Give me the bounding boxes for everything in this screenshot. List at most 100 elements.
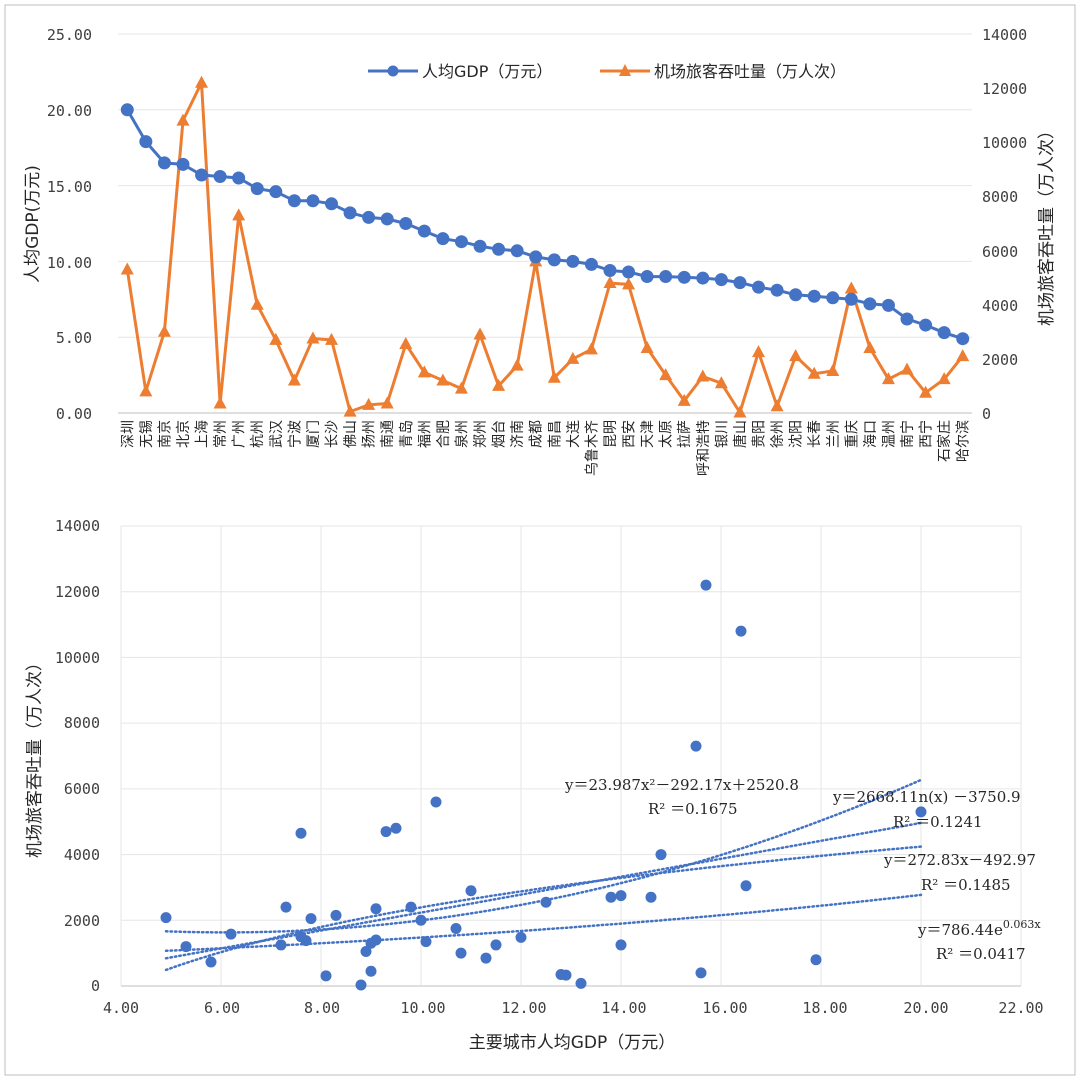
- scatter-point: [365, 937, 377, 949]
- category-label: 南宁: [899, 420, 916, 448]
- category-label: 长春: [807, 420, 823, 448]
- category-label: 南通: [380, 420, 396, 448]
- gdp-marker: [510, 244, 524, 258]
- airport-marker: [566, 351, 580, 364]
- airport-marker: [399, 336, 413, 349]
- poly-equation: y＝23.987x²－292.17x＋2520.8: [564, 776, 799, 794]
- category-label: 宁波: [286, 420, 303, 448]
- linear-r2: R² ＝0.1485: [921, 876, 1011, 894]
- bottom-x-axis-title: 主要城市人均GDP（万元）: [469, 1033, 676, 1053]
- category-label: 南昌: [547, 420, 563, 448]
- gdp-line: [126, 109, 964, 341]
- scatter-point: [370, 903, 382, 915]
- category-label: 合肥: [436, 420, 452, 448]
- airport-marker: [919, 385, 933, 398]
- bottom-gridlines: [120, 525, 1022, 987]
- bottom-y-axis-ticks: 14000 12000 10000 8000 6000 4000 2000 0: [55, 517, 100, 995]
- scatter-point: [700, 579, 712, 591]
- trendline-equations: y＝23.987x²－292.17x＋2520.8 R² ＝0.1675 y＝2…: [564, 776, 1041, 963]
- right-tick: 10000: [982, 134, 1027, 152]
- airport-marker: [752, 345, 765, 358]
- exp-equation-base: y＝786.44e: [917, 921, 1003, 939]
- scatter-point: [225, 928, 237, 940]
- y-tick: 4000: [64, 846, 100, 864]
- category-label: 扬州: [362, 420, 378, 448]
- scatter-point: [275, 939, 287, 951]
- airport-marker: [492, 378, 506, 391]
- category-label: 济南: [510, 420, 526, 448]
- category-label: 银川: [714, 420, 730, 448]
- scatter-point: [690, 740, 702, 752]
- bottom-scatter-chart: 14000 12000 10000 8000 6000 4000 2000 0 …: [25, 517, 1044, 1053]
- y-tick: 14000: [55, 517, 100, 535]
- airport-marker: [863, 341, 877, 354]
- airport-marker: [677, 393, 691, 406]
- gdp-marker: [269, 185, 283, 199]
- scatter-point: [360, 946, 372, 957]
- gdp-marker: [640, 270, 654, 284]
- gdp-marker: [529, 250, 543, 264]
- left-tick: 15.00: [47, 178, 92, 196]
- scatter-point: [695, 967, 707, 979]
- category-label: 乌鲁木齐: [584, 420, 600, 476]
- right-tick: 0: [982, 405, 991, 423]
- airport-marker: [733, 405, 747, 418]
- airport-marker: [640, 341, 654, 354]
- category-label: 无锡: [139, 420, 155, 448]
- top-left-axis-title: 人均GDP(万元): [23, 165, 43, 283]
- top-series: [120, 75, 970, 418]
- top-legend: 人均GDP（万元） 机场旅客吞吐量（万人次）: [368, 62, 846, 81]
- x-tick: 14.00: [601, 999, 646, 1017]
- gdp-marker: [696, 271, 710, 285]
- airport-marker: [659, 368, 673, 381]
- scatter-point: [455, 947, 467, 959]
- left-tick: 20.00: [47, 102, 92, 120]
- scatter-point: [480, 952, 492, 964]
- gdp-marker: [937, 326, 951, 340]
- airport-marker: [547, 370, 561, 383]
- category-label: 泉州: [454, 420, 471, 448]
- right-tick: 6000: [982, 243, 1018, 261]
- airport-marker: [696, 369, 710, 382]
- scatter-point: [810, 954, 822, 966]
- category-label: 海口: [863, 420, 879, 448]
- right-tick: 4000: [982, 297, 1018, 315]
- top-right-axis-title: 机场旅客吞吐量（万人次）: [1037, 122, 1057, 326]
- category-label: 唐山: [732, 420, 749, 448]
- scatter-point: [295, 931, 307, 943]
- category-label: 温州: [882, 420, 898, 448]
- airport-marker: [956, 349, 970, 362]
- airport-marker: [157, 324, 171, 337]
- airport-marker: [250, 297, 264, 310]
- top-right-axis-ticks: 14000 12000 10000 8000 6000 4000 2000 0: [982, 26, 1027, 423]
- category-label: 常州: [213, 420, 229, 448]
- airport-marker: [789, 349, 803, 362]
- right-tick: 8000: [982, 188, 1018, 206]
- gdp-marker: [789, 288, 803, 302]
- scatter-point: [305, 913, 317, 925]
- gdp-marker: [473, 239, 487, 253]
- gdp-marker: [120, 103, 134, 117]
- category-label: 佛山: [343, 420, 359, 448]
- airport-marker: [770, 399, 784, 412]
- gdp-marker: [287, 194, 301, 208]
- gdp-marker: [844, 292, 858, 306]
- scatter-point: [420, 936, 432, 948]
- scatter-point: [615, 890, 627, 902]
- y-tick: 2000: [64, 912, 100, 930]
- airport-marker: [826, 364, 840, 377]
- log-equation: y＝2668.11n(x) －3750.9: [832, 788, 1021, 806]
- gdp-marker: [733, 276, 747, 290]
- bottom-x-axis-ticks: 4.00 6.00 8.00 10.00 12.00 14.00 16.00 1…: [103, 999, 1044, 1017]
- scatter-point: [415, 914, 427, 926]
- gdp-marker: [919, 318, 933, 332]
- exp-r2: R² ＝0.0417: [936, 945, 1026, 963]
- airport-marker: [176, 113, 190, 126]
- gdp-marker: [362, 210, 376, 224]
- gdp-marker: [881, 298, 895, 312]
- x-tick: 6.00: [204, 999, 240, 1017]
- gdp-marker: [232, 171, 246, 185]
- gdp-marker: [677, 270, 691, 284]
- scatter-point: [465, 885, 477, 897]
- left-tick: 10.00: [47, 254, 92, 272]
